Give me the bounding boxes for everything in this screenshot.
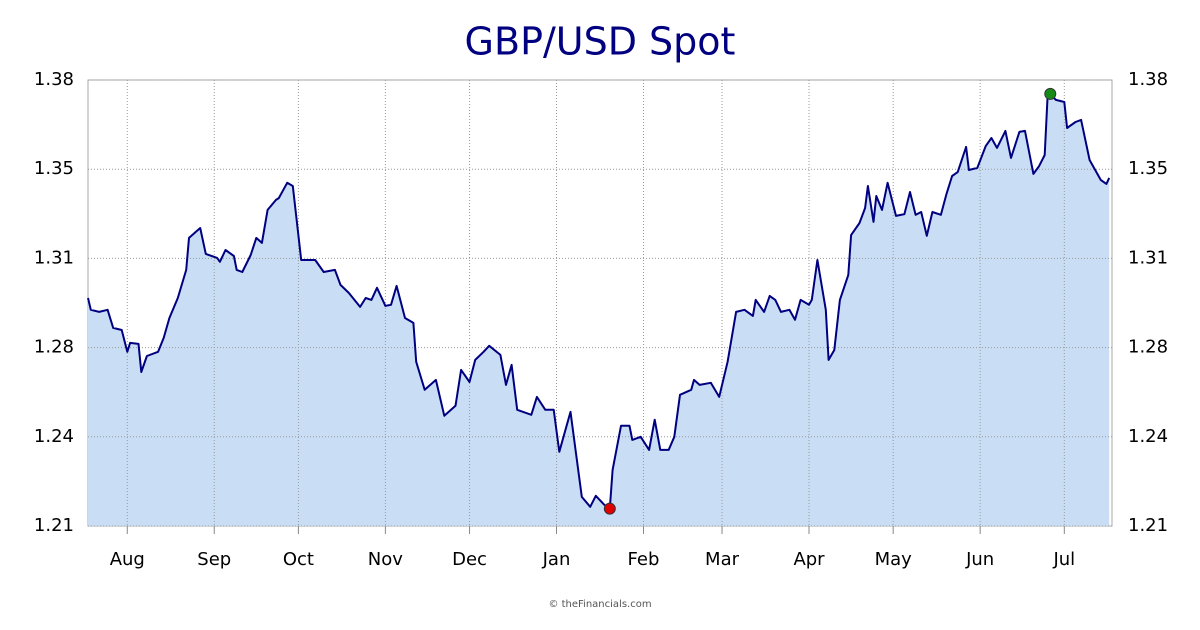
y-tick-label-right: 1.21 (1128, 515, 1168, 536)
y-tick-label-right: 1.28 (1128, 337, 1168, 358)
y-tick-label: 1.28 (34, 337, 74, 358)
y-tick-label: 1.21 (34, 515, 74, 536)
y-tick-label-right: 1.31 (1128, 247, 1168, 268)
x-tick-label: Aug (110, 549, 145, 570)
x-tick-label: Jan (542, 549, 571, 570)
y-tick-label: 1.31 (34, 247, 74, 268)
source-note: © theFinancials.com (548, 599, 651, 610)
x-tick-label: Nov (368, 549, 403, 570)
x-tick-label: Mar (705, 549, 740, 570)
x-tick-label: Apr (793, 549, 825, 570)
x-tick-label: Jun (965, 549, 994, 570)
y-tick-label: 1.38 (34, 69, 74, 90)
max-marker (1044, 87, 1057, 100)
x-tick-label: Dec (452, 549, 487, 570)
x-tick-label: Feb (628, 549, 660, 570)
area (88, 93, 1110, 527)
y-tick-label: 1.24 (34, 426, 74, 447)
y-tick-label-right: 1.38 (1128, 69, 1168, 90)
y-tick-label-right: 1.35 (1128, 158, 1168, 179)
x-tick-label: Sep (197, 549, 231, 570)
x-tick-label: Jul (1052, 549, 1075, 570)
line (87, 92, 1111, 510)
chart-title: GBP/USD Spot (465, 20, 736, 64)
y-tick-label: 1.35 (34, 158, 74, 179)
y-tick-label-right: 1.24 (1128, 426, 1168, 447)
x-tick-label: May (875, 549, 913, 570)
min-marker (603, 502, 616, 515)
x-tick-label: Oct (283, 549, 314, 570)
